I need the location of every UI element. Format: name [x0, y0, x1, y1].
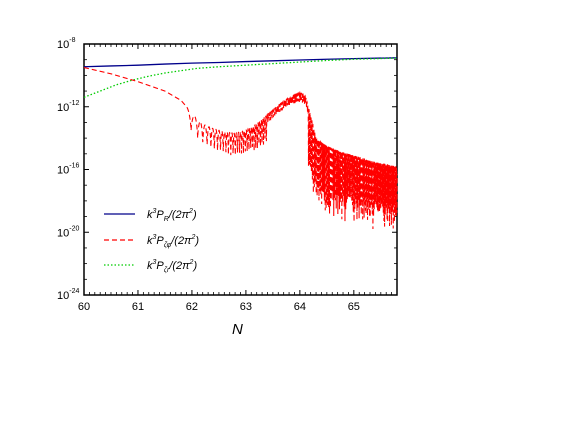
y-tick-label: 10-8 — [57, 37, 76, 51]
series-group — [83, 57, 398, 229]
legend: k3PR/(2π2) k3Pζφ/(2π2) k3Pζr/(2π2) — [104, 208, 199, 274]
series-line-1 — [83, 66, 398, 229]
x-tick-label: 64 — [294, 301, 306, 313]
y-tick-labels: 10-8 10-12 10-16 10-20 10-24 — [57, 37, 79, 302]
x-tick-label: 60 — [78, 301, 90, 313]
series-line-0 — [83, 57, 398, 68]
x-axis-title: N — [232, 321, 243, 338]
y-tick-label: 10-20 — [57, 225, 79, 239]
legend-label-pzr: k3Pζr/(2π2) — [147, 259, 197, 274]
x-tick-label: 63 — [240, 301, 252, 313]
legend-label-pzphi: k3Pζφ/(2π2) — [147, 234, 199, 249]
y-tick-label: 10-24 — [57, 288, 79, 302]
axis-ticks — [83, 43, 398, 296]
x-tick-label: 61 — [132, 301, 144, 313]
x-tick-label: 62 — [186, 301, 198, 313]
x-tick-labels: 60 61 62 63 64 65 — [78, 301, 360, 313]
series-line-2 — [83, 57, 398, 98]
x-tick-label: 65 — [348, 301, 360, 313]
legend-label-pr: k3PR/(2π2) — [147, 208, 197, 223]
y-tick-label: 10-12 — [57, 100, 79, 114]
y-tick-label: 10-16 — [57, 163, 79, 177]
